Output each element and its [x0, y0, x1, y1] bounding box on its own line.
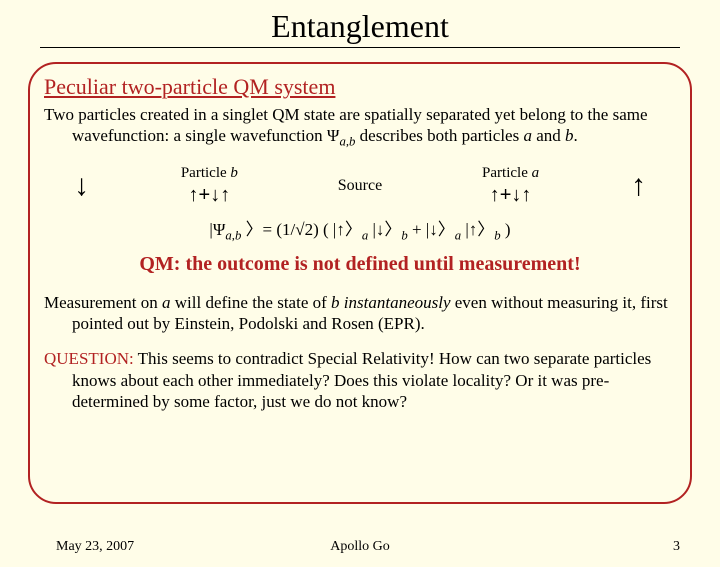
left-outer-arrow-icon: ↓	[74, 169, 89, 203]
footer-page-number: 3	[673, 539, 680, 555]
intro-text: Two particles created in a singlet QM st…	[44, 104, 676, 151]
particle-b-label: Particle b	[181, 165, 238, 182]
particle-b-state: ↑+↓↑	[189, 184, 231, 207]
particle-a-label: Particle a	[482, 165, 539, 182]
right-outer-arrow-icon: ↑	[631, 169, 646, 203]
footer-date: May 23, 2007	[56, 539, 134, 555]
content-frame: Peculiar two-particle QM system Two part…	[28, 62, 692, 504]
measurement-text: Measurement on a will define the state o…	[44, 292, 676, 335]
footer-author: Apollo Go	[330, 539, 390, 555]
particle-b-column: Particle b ↑+↓↑	[181, 165, 238, 207]
particle-a-column: Particle a ↑+↓↑	[482, 165, 539, 207]
qm-outcome-statement: QM: the outcome is not defined until mea…	[44, 253, 676, 276]
title-underline	[40, 47, 680, 48]
subtitle: Peculiar two-particle QM system	[44, 74, 676, 100]
wavefunction-equation: |Ψa,b 〉= (1/√2) ( |↑〉a |↓〉b + |↓〉a |↑〉b …	[44, 215, 676, 243]
slide-title: Entanglement	[0, 0, 720, 47]
slide-footer: May 23, 2007 Apollo Go 3	[0, 539, 720, 555]
particle-diagram: ↓ Particle b ↑+↓↑ Source Particle a ↑+↓↑…	[74, 165, 646, 207]
question-text: QUESTION: This seems to contradict Speci…	[44, 348, 676, 412]
particle-a-state: ↑+↓↑	[490, 184, 532, 207]
source-label: Source	[338, 177, 382, 195]
